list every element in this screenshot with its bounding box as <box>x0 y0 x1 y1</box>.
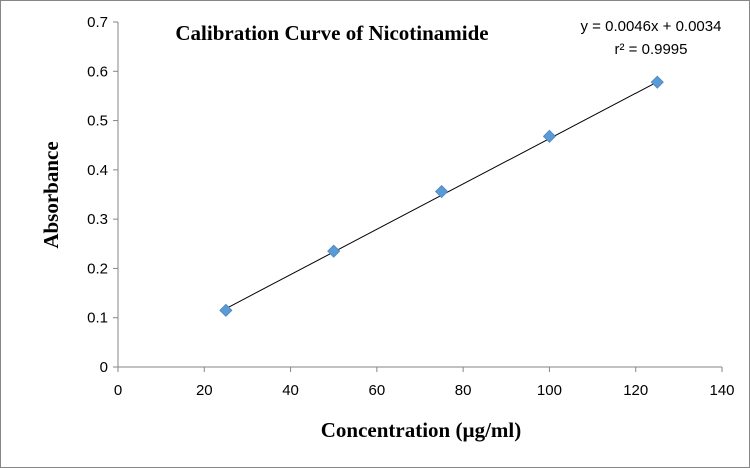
y-tick-label: 0.3 <box>87 211 108 228</box>
x-tick-label: 60 <box>369 382 386 399</box>
x-tick-label: 80 <box>455 382 472 399</box>
trendline-equation: y = 0.0046x + 0.0034 <box>581 18 722 35</box>
plot-marks <box>219 75 664 317</box>
data-point-diamond <box>435 184 449 199</box>
r-squared-label: r² = 0.9995 <box>615 41 688 58</box>
y-tick-label: 0.7 <box>87 14 108 31</box>
y-tick-label: 0 <box>100 359 108 376</box>
y-tick-label: 0.2 <box>87 260 108 277</box>
axes: 0 20 40 60 80 100 120 140 0 0.1 0.2 0.3 0.4 0.5 0.6 0.7 <box>87 14 734 399</box>
y-axis-title: Absorbance <box>39 141 63 248</box>
x-tick-label: 120 <box>623 382 648 399</box>
y-tick-label: 0.1 <box>87 310 108 327</box>
x-tick-label: 20 <box>196 382 213 399</box>
chart-title: Calibration Curve of Nicotinamide <box>175 21 488 45</box>
x-tick-label: 0 <box>114 382 122 399</box>
data-point-diamond <box>542 129 556 143</box>
x-tick-label: 40 <box>282 382 299 399</box>
x-tick-label: 100 <box>537 382 562 399</box>
data-point-diamond <box>650 75 664 89</box>
data-point-diamond <box>327 244 341 258</box>
x-tick-label: 140 <box>709 382 734 399</box>
data-point-diamond <box>219 303 233 317</box>
x-axis-title: Concentration (µg/ml) <box>321 418 521 442</box>
y-tick-label: 0.4 <box>87 162 108 179</box>
y-tick-label: 0.5 <box>87 113 108 130</box>
y-tick-label: 0.6 <box>87 63 108 80</box>
